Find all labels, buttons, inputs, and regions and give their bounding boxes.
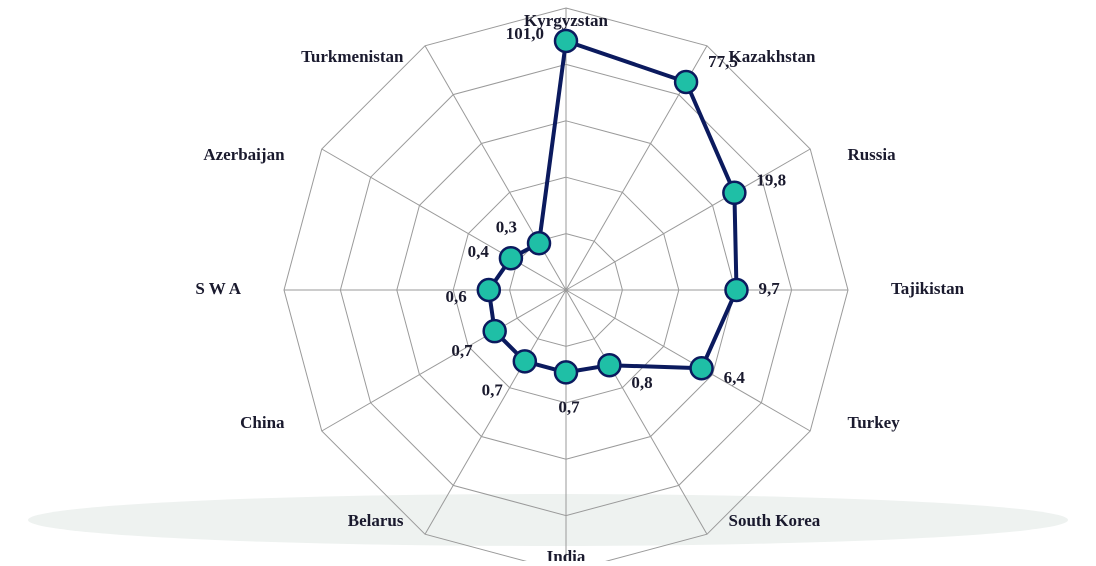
value-label: 0,3 <box>496 218 517 237</box>
value-label: 0,6 <box>446 287 467 306</box>
category-label: South Korea <box>729 511 821 530</box>
value-label: 6,4 <box>724 368 746 387</box>
data-point <box>555 361 577 383</box>
category-label: Tajikistan <box>891 279 965 298</box>
category-label: Turkmenistan <box>301 47 404 66</box>
data-point <box>528 232 550 254</box>
data-point <box>691 357 713 379</box>
background-decoration <box>28 494 1068 546</box>
value-label: 0,4 <box>468 242 490 261</box>
category-label: Belarus <box>348 511 404 530</box>
category-label: S W A <box>195 279 241 298</box>
value-label: 19,8 <box>756 171 786 190</box>
data-point <box>675 71 697 93</box>
data-point <box>598 354 620 376</box>
data-point <box>484 320 506 342</box>
grid: KyrgyzstanKazakhstanRussiaTajikistanTurk… <box>195 8 964 561</box>
value-label: 0,8 <box>631 373 652 392</box>
axis-spoke <box>322 149 566 290</box>
value-label: 101,0 <box>506 24 544 43</box>
data-point <box>555 30 577 52</box>
category-label: Turkey <box>847 413 900 432</box>
value-label: 77,5 <box>708 52 738 71</box>
data-point <box>500 247 522 269</box>
data-point <box>723 182 745 204</box>
chart: KyrgyzstanKazakhstanRussiaTajikistanTurk… <box>0 0 1096 561</box>
value-label: 0,7 <box>558 397 580 416</box>
category-label: India <box>547 547 586 561</box>
value-label: 9,7 <box>758 279 780 298</box>
value-label: 0,7 <box>482 381 504 400</box>
category-label: China <box>240 413 285 432</box>
value-label: 0,7 <box>451 341 473 360</box>
series-line <box>489 41 737 372</box>
data-point <box>514 350 536 372</box>
data-point <box>725 279 747 301</box>
data-point <box>478 279 500 301</box>
category-label: Russia <box>847 145 896 164</box>
category-label: Kazakhstan <box>729 47 816 66</box>
category-label: Azerbaijan <box>203 145 285 164</box>
